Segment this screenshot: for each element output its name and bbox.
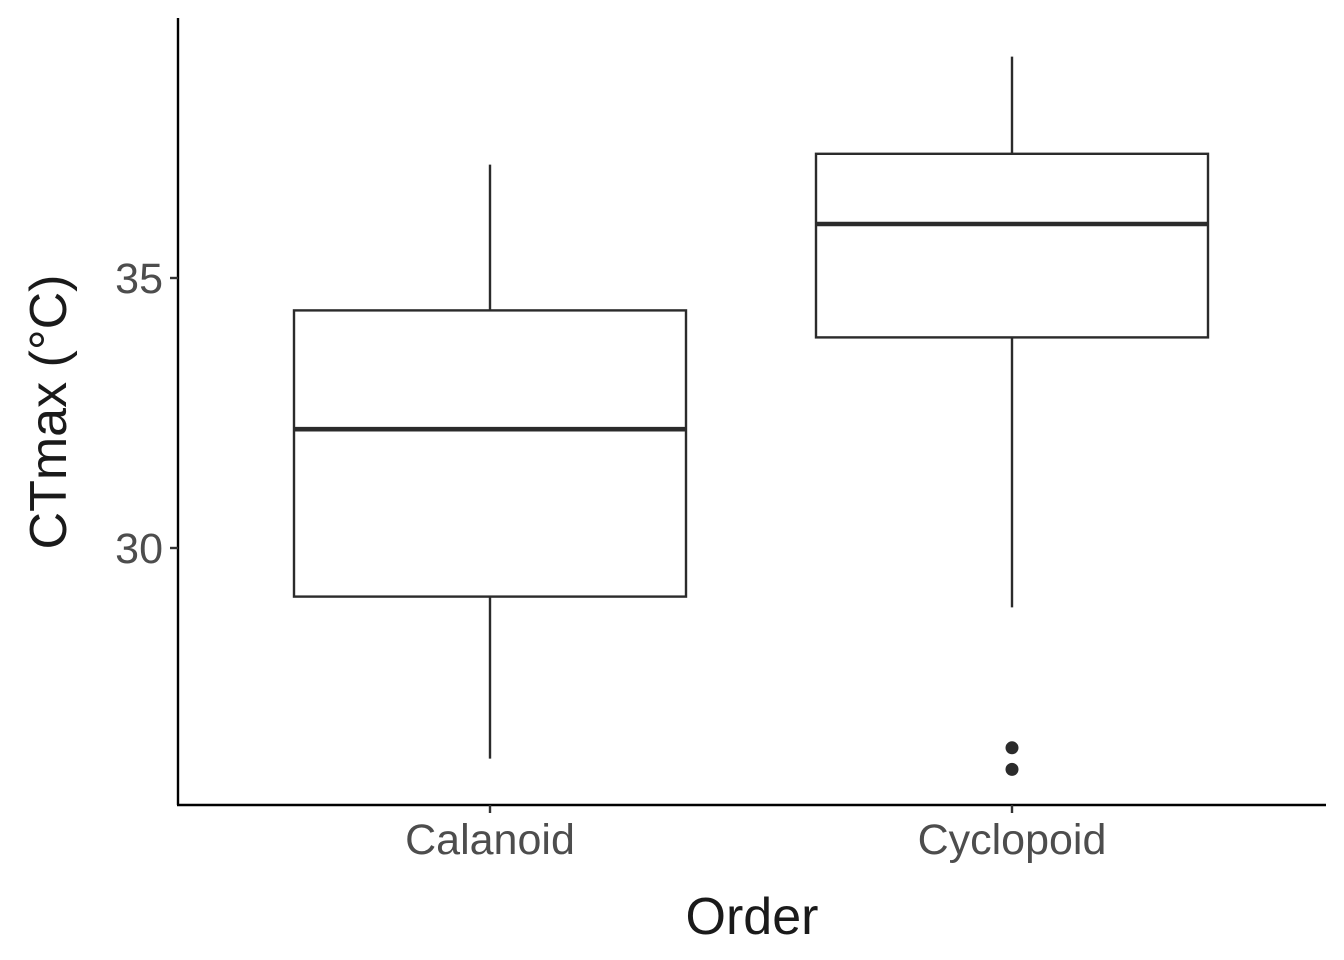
plot-area bbox=[292, 56, 1210, 776]
x-tick-label: Cyclopoid bbox=[918, 816, 1107, 864]
y-tick-label: 30 bbox=[115, 525, 163, 573]
y-axis-title: CTmax (°C) bbox=[20, 275, 78, 550]
axes: 30 35 Calanoid Cyclopoid bbox=[115, 255, 1106, 864]
outlier-point bbox=[1005, 762, 1019, 776]
box-group-calanoid bbox=[292, 164, 688, 759]
x-axis-title: Order bbox=[686, 888, 819, 946]
box-group-cyclopoid bbox=[814, 56, 1210, 776]
box-iqr bbox=[292, 309, 688, 598]
box-iqr bbox=[814, 152, 1210, 339]
y-tick-label: 35 bbox=[115, 255, 163, 303]
x-tick-label: Calanoid bbox=[405, 816, 575, 864]
outlier-point bbox=[1005, 741, 1019, 755]
